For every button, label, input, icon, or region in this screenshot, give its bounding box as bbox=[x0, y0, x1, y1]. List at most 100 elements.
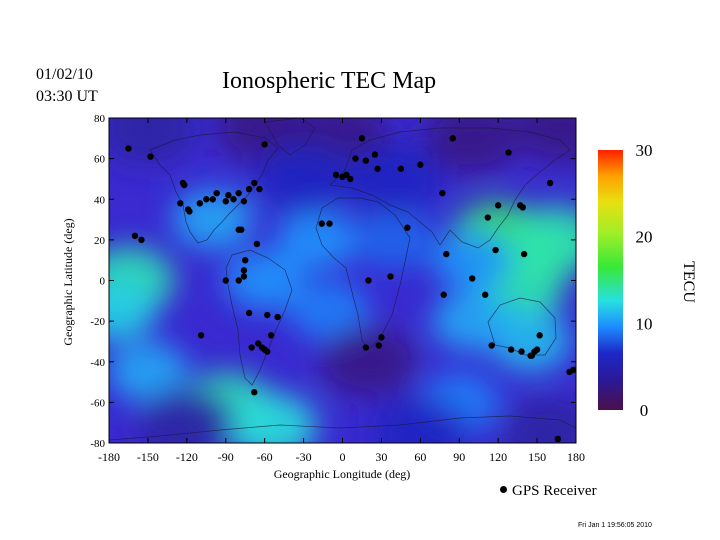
generated-timestamp: Fri Jan 1 19:56:05 2010 bbox=[578, 522, 652, 529]
x-tick-label: 60 bbox=[414, 450, 426, 464]
gps-receiver-point bbox=[240, 267, 248, 274]
gps-receiver-point bbox=[554, 435, 562, 443]
tec-region bbox=[431, 291, 513, 352]
colorbar-label: TECU bbox=[680, 261, 697, 303]
gps-receiver-point bbox=[365, 277, 372, 284]
y-tick-label: -80 bbox=[90, 438, 105, 450]
x-tick-label: -60 bbox=[257, 450, 273, 464]
gps-receiver-marker-icon bbox=[500, 486, 507, 494]
tec-region bbox=[431, 230, 513, 291]
gps-receiver-point bbox=[417, 161, 424, 168]
gps-receiver-point bbox=[256, 185, 263, 193]
gps-receiver-point bbox=[240, 273, 248, 280]
tec-region bbox=[371, 396, 469, 443]
gps-receiver-point bbox=[222, 277, 229, 284]
gps-receiver-point bbox=[225, 191, 232, 199]
gps-receiver-point bbox=[197, 332, 205, 339]
gps-receiver-point bbox=[267, 332, 275, 339]
gps-receiver-point bbox=[546, 179, 554, 187]
x-tick-label: -90 bbox=[218, 450, 234, 464]
chart-title: Ionospheric TEC Map bbox=[222, 68, 437, 94]
gps-receiver-point bbox=[488, 342, 495, 349]
gps-receiver-point bbox=[492, 246, 499, 254]
tec-region bbox=[109, 280, 156, 341]
colorbar-ticks: 30 20 10 0 bbox=[636, 141, 653, 420]
x-tick-label: 150 bbox=[528, 450, 546, 464]
gps-receiver-point bbox=[343, 171, 350, 179]
tec-region bbox=[319, 325, 418, 398]
tec-region bbox=[289, 280, 371, 341]
gps-receiver-point bbox=[245, 309, 253, 317]
gps-receiver-point bbox=[326, 220, 333, 227]
coastline-antarctica bbox=[109, 415, 576, 441]
gps-receiver-point bbox=[536, 332, 543, 339]
tec-region bbox=[225, 392, 318, 443]
gps-receiver-point bbox=[238, 226, 245, 233]
x-tick-label: -180 bbox=[98, 450, 120, 464]
gps-receiver-point bbox=[347, 175, 354, 183]
y-tick-label: 80 bbox=[94, 113, 106, 125]
gps-receiver-point bbox=[374, 165, 381, 172]
gps-receiver-point bbox=[274, 313, 281, 321]
colorbar-tick-label: 10 bbox=[636, 314, 653, 333]
gps-receiver-point bbox=[261, 141, 268, 148]
y-tick-label: 40 bbox=[94, 194, 106, 206]
gps-receiver-point bbox=[449, 135, 456, 142]
y-tick-label: 60 bbox=[94, 154, 106, 166]
gps-receiver-point bbox=[235, 189, 242, 197]
gps-receiver-point bbox=[528, 352, 536, 359]
gps-receiver-point bbox=[209, 196, 216, 203]
y-tick-label: -40 bbox=[90, 357, 105, 369]
gps-receiver-point bbox=[235, 277, 242, 284]
gps-receiver-point bbox=[443, 250, 450, 258]
gps-receiver-point bbox=[264, 311, 271, 319]
gps-receiver-point bbox=[505, 149, 512, 156]
y-axis-label: Geographic Latitude (deg) bbox=[61, 218, 75, 345]
gps-receiver-point bbox=[484, 214, 491, 221]
gps-receiver-point bbox=[533, 346, 541, 353]
legend-label: GPS Receiver bbox=[512, 483, 597, 499]
coastlines bbox=[109, 118, 576, 441]
time-text: 03:30 UT bbox=[36, 88, 98, 105]
gps-receiver-point bbox=[519, 204, 527, 211]
date-text: 01/02/10 bbox=[36, 66, 93, 83]
tec-region bbox=[138, 386, 236, 443]
gps-receiver-point bbox=[440, 291, 447, 298]
x-axis-ticks: -180 -150 -120 -90 -60 -30 0 30 60 90 120 150 180 bbox=[98, 118, 585, 464]
colorbar-tick-label: 0 bbox=[640, 401, 649, 420]
gps-receiver-point bbox=[371, 151, 379, 158]
y-tick-label: -20 bbox=[90, 316, 105, 328]
tec-region bbox=[276, 209, 358, 270]
colorbar-tick-label: 20 bbox=[636, 228, 653, 247]
x-tick-label: 90 bbox=[453, 450, 465, 464]
gps-receiver-point bbox=[138, 236, 145, 244]
gps-receiver-point bbox=[507, 346, 515, 353]
x-tick-label: 120 bbox=[489, 450, 507, 464]
gps-receiver-point bbox=[203, 196, 210, 203]
gps-receiver-point bbox=[131, 232, 139, 240]
gps-receiver-point bbox=[254, 340, 262, 347]
gps-receiver-point bbox=[177, 200, 184, 207]
gps-receiver-point bbox=[469, 275, 476, 282]
plot-area bbox=[109, 118, 576, 443]
gps-receiver-point bbox=[242, 256, 249, 264]
colorbar bbox=[598, 150, 623, 410]
colorbar-tick-label: 30 bbox=[636, 141, 653, 160]
gps-receiver-point bbox=[248, 344, 255, 351]
gps-receiver-point bbox=[253, 240, 261, 248]
coastline-greenland bbox=[264, 118, 316, 156]
y-tick-label: 20 bbox=[94, 235, 106, 247]
gps-receiver-point bbox=[518, 348, 525, 355]
gps-receiver-point bbox=[387, 273, 394, 280]
gps-receiver-point bbox=[186, 208, 193, 215]
tec-region bbox=[109, 341, 189, 402]
gps-receiver-point bbox=[318, 220, 325, 227]
legend: GPS Receiver bbox=[500, 483, 597, 500]
gps-receiver-point bbox=[439, 189, 446, 197]
x-tick-label: -150 bbox=[137, 450, 159, 464]
gps-receiver-point bbox=[362, 344, 370, 351]
gps-receiver-point bbox=[230, 196, 237, 203]
gps-receivers bbox=[125, 135, 577, 443]
gps-receiver-point bbox=[222, 198, 229, 205]
gps-receiver-point bbox=[264, 348, 271, 355]
